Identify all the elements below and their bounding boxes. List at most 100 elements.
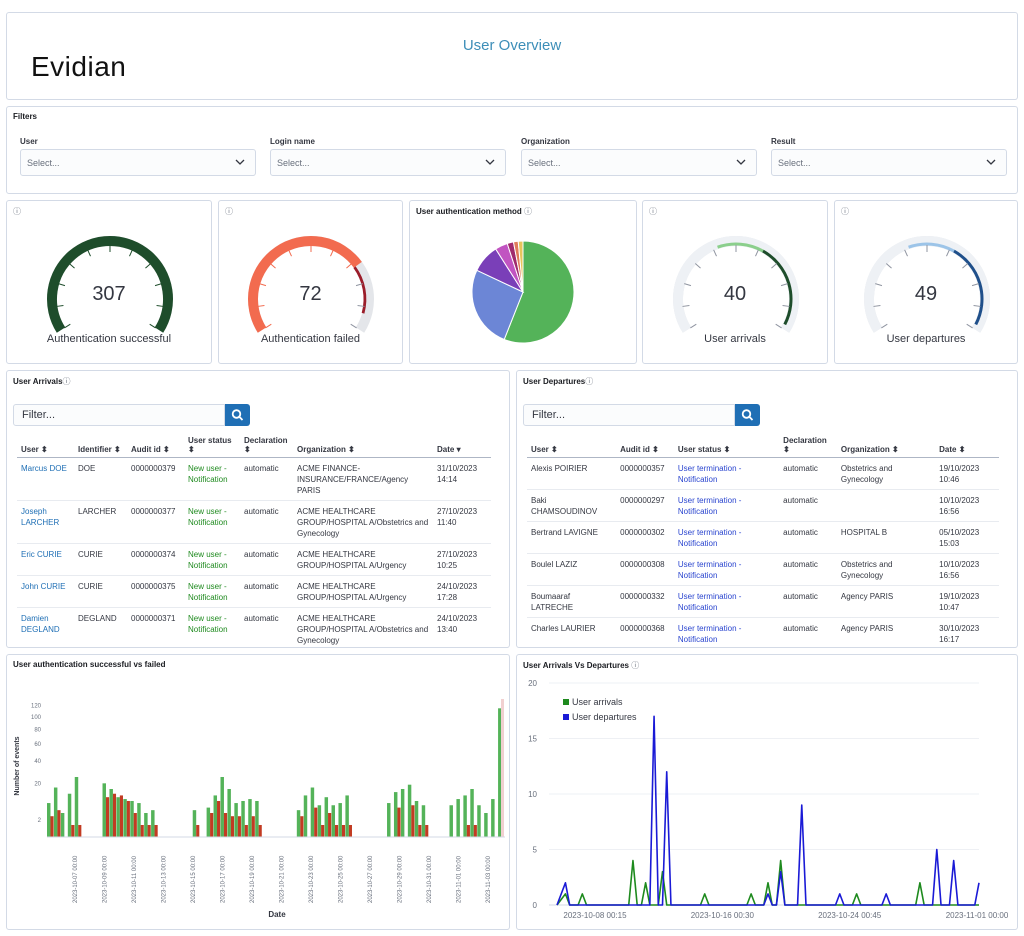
user-link[interactable]: Damien DEGLAND: [17, 607, 74, 647]
bar-successful: [414, 800, 419, 837]
user-status-cell[interactable]: New user - Notification: [184, 543, 240, 576]
bar-failed: [223, 812, 228, 837]
bar-failed: [133, 812, 137, 837]
departures-filter-input[interactable]: Filter...: [523, 404, 735, 426]
info-icon[interactable]: ⓘ: [225, 207, 233, 216]
x-tick-label: 2023-10-31 00:00: [427, 855, 433, 903]
result-select[interactable]: Select...: [771, 149, 1007, 176]
user-status-cell[interactable]: User termination - Notification: [673, 585, 780, 618]
gauge-tick: [966, 323, 973, 329]
organization-cell: Agency PARIS: [836, 585, 936, 618]
bar-failed: [397, 807, 401, 837]
info-icon[interactable]: ⓘ: [524, 207, 533, 216]
x-tick-label: 2023-10-08 00:15: [563, 911, 627, 920]
col-user[interactable]: User ⬍: [17, 434, 74, 458]
info-icon[interactable]: ⓘ: [13, 207, 21, 216]
audit-id-cell: 0000000308: [616, 553, 674, 586]
table-header-row: User ⬍ Identifier ⬍ Audit id ⬍ User stat…: [17, 434, 491, 458]
user-status-cell[interactable]: New user - Notification: [184, 457, 240, 501]
audit-id-cell: 0000000371: [127, 607, 184, 647]
bar-failed: [71, 824, 75, 837]
date-cell: 10/10/2023 16:56: [935, 489, 999, 522]
select-placeholder: Select...: [277, 158, 310, 168]
col-date[interactable]: Date ▾: [433, 434, 491, 458]
info-icon[interactable]: ⓘ: [585, 377, 594, 386]
user-link[interactable]: Marcus DOE: [17, 457, 74, 501]
filter-label-organization: Organization: [521, 137, 570, 146]
bar-successful: [144, 812, 148, 837]
gauge-tick: [87, 249, 91, 257]
audit-id-cell: 0000000297: [616, 489, 674, 522]
gauge-tick: [259, 283, 267, 287]
y-tick-label: 120: [31, 704, 42, 710]
filter-label-login-name: Login name: [270, 137, 315, 146]
col-date[interactable]: Date ⬍: [935, 434, 999, 458]
col-audit-id[interactable]: Audit id ⬍: [616, 434, 674, 458]
declaration-cell: automatic: [779, 489, 837, 522]
bar-failed: [300, 816, 304, 837]
organization-cell: Obstetrics and Gynecology: [836, 553, 936, 586]
arrivals-line: [556, 859, 979, 906]
table-row: Boulel LAZIZ 0000000308 User termination -…: [527, 553, 999, 586]
login-name-select[interactable]: Select...: [270, 149, 506, 176]
user-link[interactable]: Joseph LARCHER: [17, 500, 74, 544]
gauge-panel-auth-success: ⓘ 307 Authentication successful: [6, 200, 212, 364]
date-cell: 05/10/2023 15:03: [935, 521, 999, 554]
user-status-cell[interactable]: User termination - Notification: [673, 521, 780, 554]
col-declaration[interactable]: Declaration ⬍: [240, 434, 293, 458]
filter-label-user: User: [20, 137, 38, 146]
arrivals-search-button[interactable]: [225, 404, 250, 426]
user-status-cell[interactable]: User termination - Notification: [673, 553, 780, 586]
bar-failed: [314, 807, 318, 837]
col-user-status[interactable]: User status ⬍: [184, 434, 240, 458]
organization-select[interactable]: Select...: [521, 149, 757, 176]
bar-successful: [296, 810, 301, 837]
user-status-cell[interactable]: New user - Notification: [184, 500, 240, 544]
info-icon[interactable]: ⓘ: [841, 207, 849, 216]
bar-failed: [217, 800, 221, 837]
bar-successful: [491, 799, 495, 837]
info-icon[interactable]: ⓘ: [649, 207, 657, 216]
select-placeholder: Select...: [528, 158, 561, 168]
user-status-cell[interactable]: User termination - Notification: [673, 457, 780, 490]
user-status-cell[interactable]: User termination - Notification: [673, 489, 780, 522]
user-cell: Boulel LAZIZ: [527, 553, 617, 586]
audit-id-cell: 0000000375: [127, 575, 184, 608]
col-organization[interactable]: Organization ⬍: [293, 434, 433, 458]
gauge-tick: [780, 283, 788, 287]
bar-failed: [251, 816, 255, 837]
user-link[interactable]: John CURIE: [17, 575, 74, 608]
departures-search-button[interactable]: [735, 404, 760, 426]
user-link[interactable]: Eric CURIE: [17, 543, 74, 576]
user-select[interactable]: Select...: [20, 149, 256, 176]
col-identifier[interactable]: Identifier ⬍: [74, 434, 127, 458]
gauge-tick: [357, 304, 365, 307]
gauge-tick: [771, 263, 778, 269]
auth-method-title: User authentication method ⓘ: [416, 206, 532, 217]
col-declaration[interactable]: Declaration ⬍: [779, 434, 837, 458]
audit-id-cell: 0000000374: [127, 543, 184, 576]
bar-failed: [147, 824, 151, 837]
organization-cell: Agency PARIS: [836, 617, 936, 647]
x-tick-label: 2023-10-17 00:00: [221, 855, 227, 903]
audit-id-cell: 0000000332: [616, 585, 674, 618]
arrivals-filter-input[interactable]: Filter...: [13, 404, 225, 426]
bar-successful: [338, 803, 342, 837]
date-cell: 19/10/2023 10:47: [935, 585, 999, 618]
y-tick-label: 5: [533, 846, 538, 855]
x-tick-label: 2023-10-15 00:00: [191, 855, 197, 903]
user-status-cell[interactable]: New user - Notification: [184, 607, 240, 647]
info-icon[interactable]: ⓘ: [631, 661, 640, 670]
organization-cell: ACME FINANCE-INSURANCE/FRANCE/Agency PAR…: [293, 457, 433, 501]
arrivals-vs-departures-panel: User Arrivals Vs Departures ⓘ 0 5 10 15 20 Us…: [516, 654, 1018, 930]
x-tick-label: 2023-10-25 00:00: [339, 855, 345, 903]
col-user-status[interactable]: User status ⬍: [673, 434, 780, 458]
pie-slice: [471, 269, 524, 341]
bar-successful: [477, 805, 481, 837]
info-icon[interactable]: ⓘ: [62, 377, 71, 386]
col-audit-id[interactable]: Audit id ⬍: [127, 434, 184, 458]
user-status-cell[interactable]: User termination - Notification: [673, 617, 780, 647]
col-organization[interactable]: Organization ⬍: [836, 434, 936, 458]
user-status-cell[interactable]: New user - Notification: [184, 575, 240, 608]
col-user[interactable]: User ⬍: [527, 434, 617, 458]
